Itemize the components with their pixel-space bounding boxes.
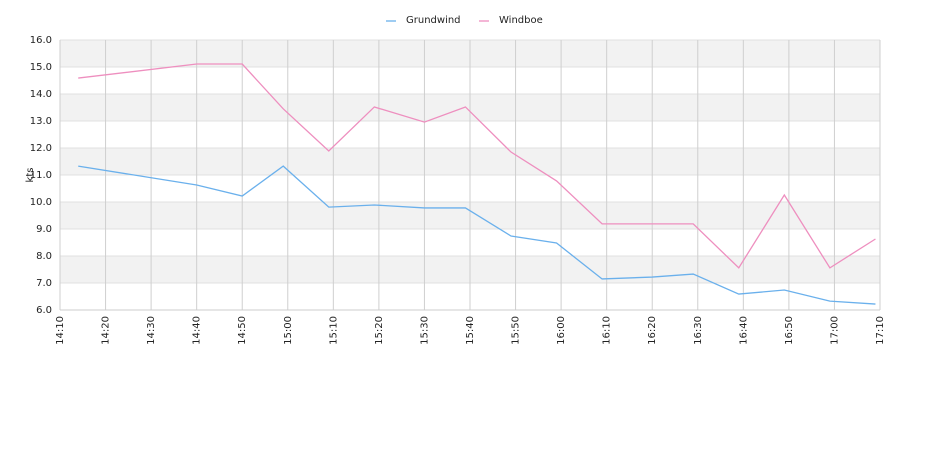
y-tick-label: 13.0 — [30, 116, 52, 127]
x-tick-label: 14:50 — [237, 316, 248, 345]
x-tick-label: 17:10 — [875, 316, 886, 345]
x-tick-label: 15:10 — [328, 316, 339, 345]
series-line — [78, 63, 876, 269]
x-tick-label: 14:30 — [146, 316, 157, 345]
y-tick-label: 8.0 — [36, 251, 52, 262]
x-tick-label: 16:40 — [738, 316, 749, 345]
x-tick-label: 14:10 — [55, 316, 66, 345]
x-tick-label: 16:30 — [693, 316, 704, 345]
y-tick-label: 10.0 — [30, 197, 52, 208]
x-tick-label: 15:00 — [283, 316, 294, 345]
legend-label: Grundwind — [406, 15, 461, 26]
x-tick-label: 14:20 — [101, 316, 112, 345]
x-tick-label: 15:30 — [419, 316, 430, 345]
legend-label: Windboe — [499, 15, 543, 26]
y-tick-label: 11.0 — [30, 170, 52, 181]
series-line — [78, 165, 876, 305]
y-tick-label: 14.0 — [30, 89, 52, 100]
x-tick-label: 17:00 — [829, 316, 840, 345]
x-tick-label: 16:50 — [784, 316, 795, 345]
y-tick-label: 7.0 — [36, 278, 52, 289]
y-axis-label: kts — [25, 168, 36, 183]
x-tick-label: 16:10 — [602, 316, 613, 345]
x-tick-label: 16:00 — [556, 316, 567, 345]
x-tick-label: 15:20 — [374, 316, 385, 345]
y-tick-label: 6.0 — [36, 305, 52, 316]
x-tick-label: 15:50 — [511, 316, 522, 345]
y-tick-label: 9.0 — [36, 224, 52, 235]
x-tick-label: 16:20 — [647, 316, 658, 345]
y-tick-label: 16.0 — [30, 35, 52, 46]
x-tick-label: 14:40 — [192, 316, 203, 345]
y-tick-label: 12.0 — [30, 143, 52, 154]
y-tick-label: 15.0 — [30, 62, 52, 73]
x-tick-label: 15:40 — [465, 316, 476, 345]
